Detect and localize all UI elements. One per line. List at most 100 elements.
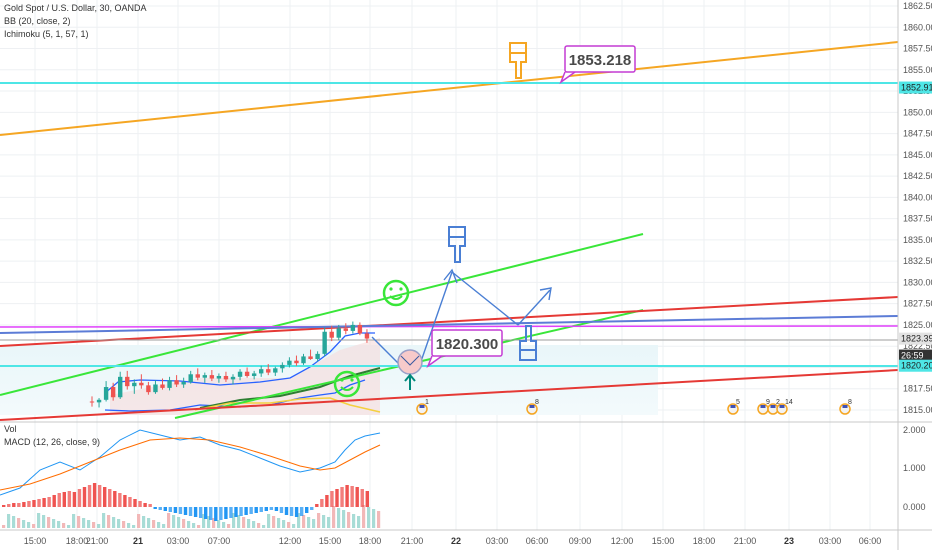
volume-bar (117, 519, 121, 528)
macd-hist-bar (310, 507, 314, 510)
candle-body (336, 328, 341, 338)
volume-bar (137, 514, 141, 528)
candle-body (301, 356, 306, 364)
time-tick: 06:00 (859, 536, 882, 546)
volume-bar (212, 518, 216, 528)
macd-hist-bar (87, 485, 92, 507)
volume-bar (322, 515, 326, 528)
price-tick: 1822.500 (903, 341, 932, 351)
candle-body (132, 382, 137, 387)
macd-hist-bar (259, 507, 263, 512)
price-badge: 1823.390 (901, 334, 932, 344)
macd-hist-bar (350, 486, 354, 507)
volume-bar (372, 509, 376, 528)
volume-bar (297, 513, 301, 528)
smiley-icon-upper (382, 279, 410, 307)
price-tick: 1845.000 (903, 150, 932, 160)
ichimoku-indicator-label[interactable]: Ichimoku (5, 1, 57, 1) (4, 29, 89, 39)
volume-bar (157, 522, 161, 528)
bb-upper-line (104, 332, 375, 394)
candles (89, 321, 370, 408)
price-tick: 1857.500 (903, 44, 932, 54)
time-tick: 03:00 (167, 536, 190, 546)
time-tick: 15:00 (319, 536, 342, 546)
blue-trendline (0, 315, 899, 334)
macd-hist-bar (47, 497, 51, 507)
macd-hist-bar (62, 492, 66, 507)
time-tick: 07:00 (208, 536, 231, 546)
candle-body (273, 368, 278, 373)
candle-body (230, 376, 236, 380)
macd-hist-bar (168, 507, 173, 512)
macd-tick: 1.000 (903, 463, 926, 473)
event-markers: 1 8 5 9 2 14 8 (416, 399, 852, 415)
candle-body (202, 375, 207, 378)
macd-hist-bar (269, 507, 274, 510)
callout-1853-text: 1853.218 (569, 52, 632, 69)
grid (0, 0, 898, 530)
vol-indicator-label[interactable]: Vol (4, 424, 17, 434)
volume-bar (77, 516, 81, 528)
volume-bar (292, 524, 296, 528)
volume-bar (67, 525, 71, 528)
price-badge-bg (899, 349, 932, 362)
macd-hist-bar (254, 507, 258, 513)
macd-hist-bar (57, 493, 61, 507)
volume-bar (247, 519, 251, 528)
volume-bar (317, 513, 321, 528)
price-tick: 1825.000 (903, 320, 932, 330)
volume-bar (57, 521, 61, 528)
macd-hist-bar (294, 507, 299, 517)
volume-bar (102, 513, 106, 528)
macd-hist-bar (249, 507, 253, 514)
macd-hist-bar (118, 493, 122, 507)
candle-body (357, 324, 363, 334)
volume-bar (267, 514, 271, 528)
macd-hist-bar (183, 507, 188, 515)
volume-bar (202, 514, 206, 528)
symbol-title: Gold Spot / U.S. Dollar, 30, OANDA (4, 3, 147, 13)
candle-body (294, 360, 299, 364)
price-tick: 1837.500 (903, 214, 932, 224)
pivot-circle (397, 349, 423, 375)
macd-hist-bar (289, 507, 294, 516)
event-flag-stripe (760, 405, 766, 408)
volume-bar (27, 522, 31, 528)
macd-hist-bar (330, 491, 334, 507)
candle-body (209, 375, 215, 379)
candle-body (287, 360, 292, 365)
candle-body (237, 371, 243, 377)
red-trendline-upper (0, 296, 899, 347)
macd-indicator-label[interactable]: MACD (12, 26, close, 9) (4, 437, 101, 447)
macd-hist-bar (158, 507, 162, 510)
orange-trendline (0, 41, 899, 136)
candle-body (244, 371, 250, 376)
pointing-hand-icon-orange (509, 42, 527, 79)
price-badge-bg (899, 81, 932, 94)
volume-bar (242, 517, 246, 528)
volume-bar (42, 515, 46, 528)
volume-bar (142, 516, 146, 528)
magenta-level-line (0, 325, 899, 328)
price-tick: 1840.000 (903, 192, 932, 202)
volume-bar (127, 523, 131, 528)
volume-bar (302, 515, 306, 528)
event-flag-stripe (779, 405, 785, 408)
price-tick: 1832.500 (903, 256, 932, 266)
candle-body (125, 376, 130, 387)
macd-hist-bar (224, 507, 228, 519)
volume-bar (47, 517, 51, 528)
volume-bar (177, 517, 181, 528)
time-tick: 06:00 (526, 536, 549, 546)
bb-indicator-label[interactable]: BB (20, close, 2) (4, 16, 71, 26)
candle-body (118, 376, 123, 398)
volume-bar (182, 519, 186, 528)
volume-bar (112, 517, 116, 528)
time-tick: 23 (784, 536, 794, 546)
macd-hist-bar (365, 491, 369, 507)
volume-bar (262, 525, 266, 528)
macd-hist-bar (27, 501, 31, 507)
